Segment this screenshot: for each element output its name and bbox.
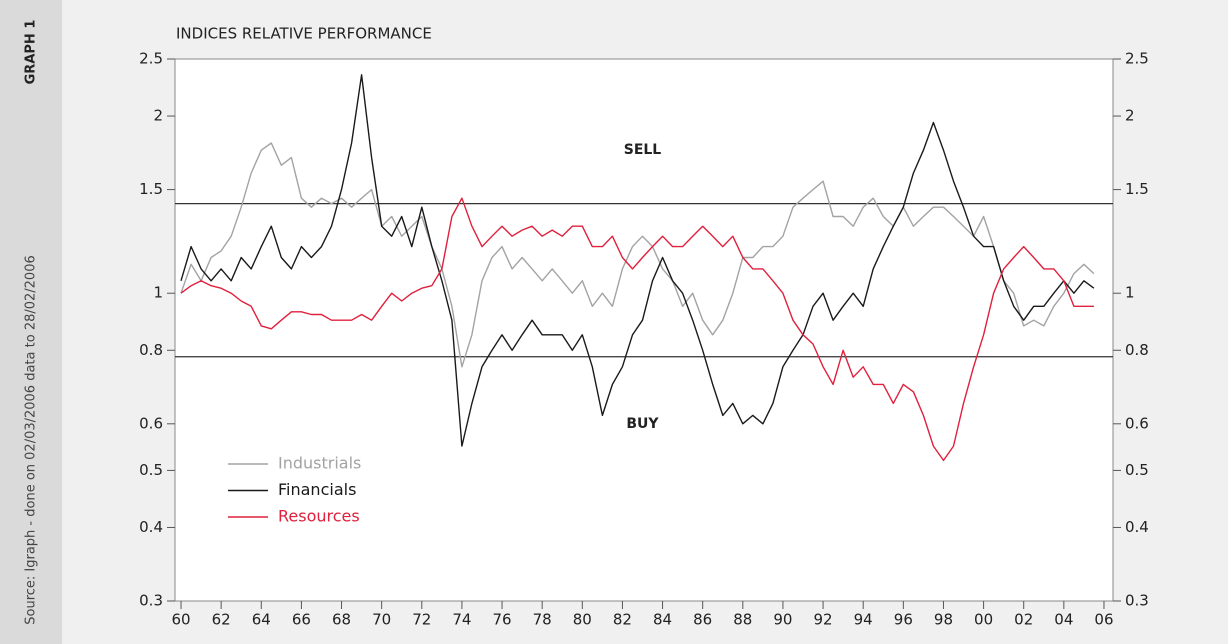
x-tick-label: 96: [894, 611, 913, 629]
x-tick-label: 82: [613, 611, 632, 629]
y-tick-label: 0.6: [139, 414, 163, 432]
y2-tick-label: 0.6: [1125, 414, 1149, 432]
x-tick-label: 90: [773, 611, 792, 629]
x-tick-label: 00: [974, 611, 993, 629]
x-tick-label: 88: [733, 611, 752, 629]
x-tick-label: 94: [854, 611, 873, 629]
y2-tick-label: 1: [1125, 284, 1135, 302]
y2-tick-label: 0.5: [1125, 461, 1149, 479]
y-tick-label: 1.5: [139, 180, 163, 198]
legend-label: Financials: [278, 480, 356, 499]
x-tick-label: 68: [332, 611, 351, 629]
plot-area: [174, 58, 1114, 602]
series-line: [180, 142, 1095, 368]
y-tick-label: 2.5: [139, 50, 163, 68]
y-tick-label: 2: [153, 107, 163, 125]
y-tick-label: 0.3: [139, 592, 163, 610]
x-tick-label: 62: [212, 611, 231, 629]
x-tick-label: 86: [693, 611, 712, 629]
x-tick-label: 02: [1014, 611, 1033, 629]
x-tick-label: 74: [452, 611, 471, 629]
x-tick-label: 98: [934, 611, 953, 629]
series-line: [180, 74, 1095, 447]
side-strip: [0, 0, 62, 644]
annotation: BUY: [626, 416, 659, 432]
legend-label: Resources: [278, 507, 360, 526]
series-line: [180, 197, 1094, 462]
y2-tick-label: 1.5: [1125, 180, 1149, 198]
x-tick-label: 70: [372, 611, 391, 629]
y2-tick-label: 2.5: [1125, 50, 1149, 68]
x-tick-label: 06: [1094, 611, 1113, 629]
x-tick-label: 04: [1054, 611, 1073, 629]
y-tick-label: 0.4: [139, 518, 163, 536]
x-tick-label: 64: [252, 611, 271, 629]
graph-label: GRAPH 1: [24, 20, 39, 85]
source-note: Source: Igraph - done on 02/03/2006 data…: [24, 255, 39, 625]
y-tick-label: 1: [153, 284, 163, 302]
x-tick-label: 84: [653, 611, 672, 629]
x-tick-label: 72: [412, 611, 431, 629]
x-tick-label: 80: [573, 611, 592, 629]
y2-tick-label: 0.8: [1125, 341, 1149, 359]
legend-label: Industrials: [278, 454, 361, 473]
y-tick-label: 0.8: [139, 341, 163, 359]
x-tick-label: 76: [492, 611, 511, 629]
chart-title: INDICES RELATIVE PERFORMANCE: [176, 25, 432, 43]
y2-tick-label: 0.3: [1125, 592, 1149, 610]
x-tick-label: 60: [171, 611, 190, 629]
x-tick-label: 92: [814, 611, 833, 629]
x-tick-label: 78: [533, 611, 552, 629]
y-tick-label: 0.5: [139, 461, 163, 479]
y2-tick-label: 2: [1125, 107, 1135, 125]
y2-tick-label: 0.4: [1125, 518, 1149, 536]
annotation: SELL: [624, 142, 662, 158]
x-tick-label: 66: [292, 611, 311, 629]
